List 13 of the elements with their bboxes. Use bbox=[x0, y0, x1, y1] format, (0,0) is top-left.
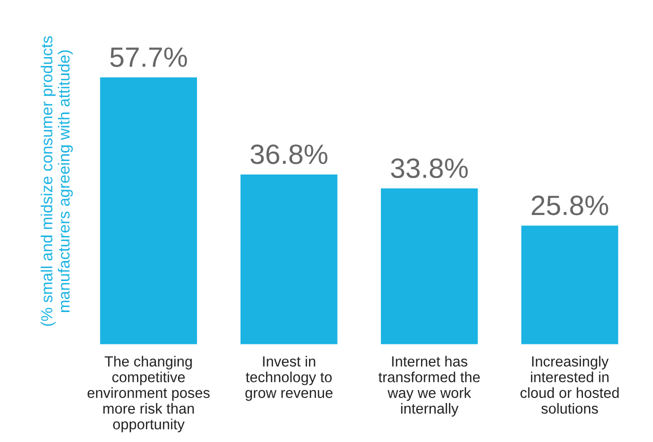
data-label: 33.8% bbox=[391, 158, 468, 178]
data-label: 36.8% bbox=[250, 144, 328, 164]
x-tick-label: Internet has transformed the way we work internally bbox=[378, 356, 480, 417]
bar bbox=[239, 173, 339, 345]
bar bbox=[520, 224, 620, 345]
x-tick-label: The changing competitive environment poses more risk than opportunity bbox=[88, 356, 210, 432]
y-axis-title: (% small and midsize consumer products manufacturers agreeing with attitude) bbox=[40, 36, 73, 326]
bar bbox=[380, 187, 480, 345]
x-tick-label: Increasingly interested in cloud or hosted solutions bbox=[520, 356, 619, 414]
x-tick-label: Invest in technology to grow revenue bbox=[245, 356, 332, 401]
data-label: 25.8% bbox=[532, 196, 608, 216]
data-label: 57.7% bbox=[110, 47, 187, 68]
bar bbox=[98, 76, 198, 345]
